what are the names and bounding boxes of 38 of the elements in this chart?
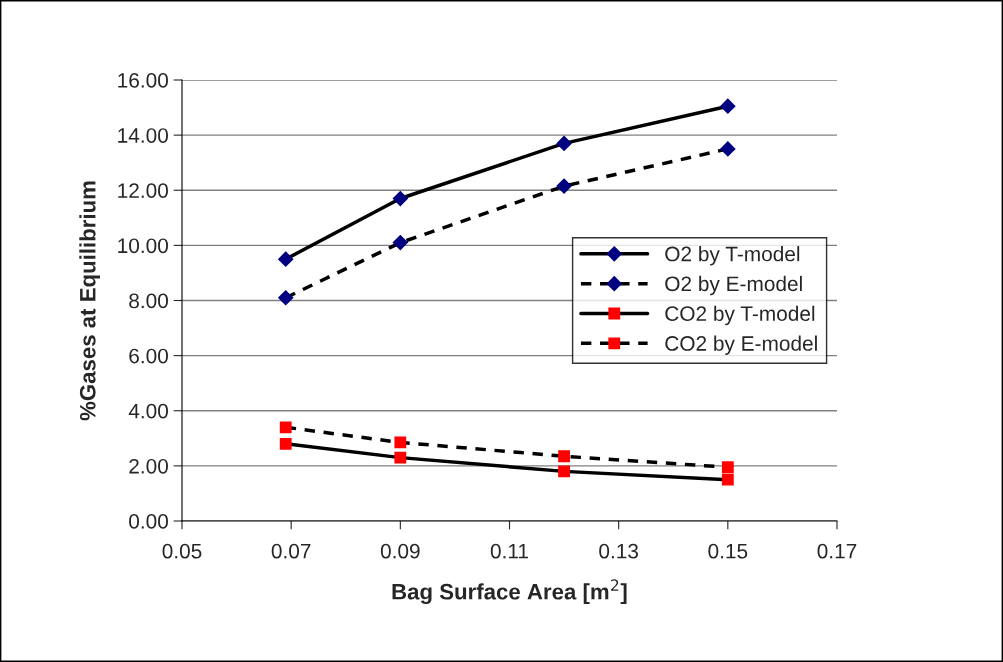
x-tick-label: 0.09 xyxy=(380,543,420,559)
legend-label: O2 by T-model xyxy=(665,246,800,266)
point xyxy=(558,465,570,478)
point xyxy=(720,98,736,114)
point xyxy=(556,178,572,194)
legend-label: CO2 by T-model xyxy=(665,305,815,326)
point xyxy=(720,141,736,157)
y-tick-label: 0.00 xyxy=(129,514,168,529)
y-tick-label: 8.00 xyxy=(129,293,168,309)
x-tick-label: 0.11 xyxy=(490,543,528,559)
y-tick-label: 10.00 xyxy=(118,238,168,254)
y-tick-label: 2.00 xyxy=(129,458,168,474)
y-tick-label: 16.00 xyxy=(118,73,168,88)
point xyxy=(279,421,292,434)
point xyxy=(279,437,292,450)
x-tick-label: 0.07 xyxy=(271,543,311,559)
point xyxy=(392,235,408,251)
legend-label: O2 by E-model xyxy=(665,275,802,296)
point xyxy=(278,290,294,306)
point xyxy=(394,436,407,449)
y-tick-label: 14.00 xyxy=(118,128,168,143)
x-tick-label: 0.05 xyxy=(162,543,202,559)
x-tick-label: 0.13 xyxy=(599,543,639,559)
point xyxy=(721,473,734,486)
point xyxy=(556,135,572,151)
x-axis-title: Bag Surface Area [m$^{2}$] xyxy=(392,579,627,605)
point xyxy=(558,450,570,463)
y-tick-label: 12.00 xyxy=(118,183,168,198)
point xyxy=(392,190,408,207)
x-tick-label: 0.15 xyxy=(708,543,748,559)
y-axis-title: %Gases at Equilibrium xyxy=(79,181,101,421)
point xyxy=(394,451,407,464)
y-tick-label: 4.00 xyxy=(128,403,168,419)
y-tick-label: 6.00 xyxy=(129,348,168,364)
point xyxy=(721,461,734,474)
x-tick-label: 0.17 xyxy=(817,543,857,559)
point xyxy=(278,251,294,267)
legend-label: CO2 by E-model xyxy=(665,335,817,355)
